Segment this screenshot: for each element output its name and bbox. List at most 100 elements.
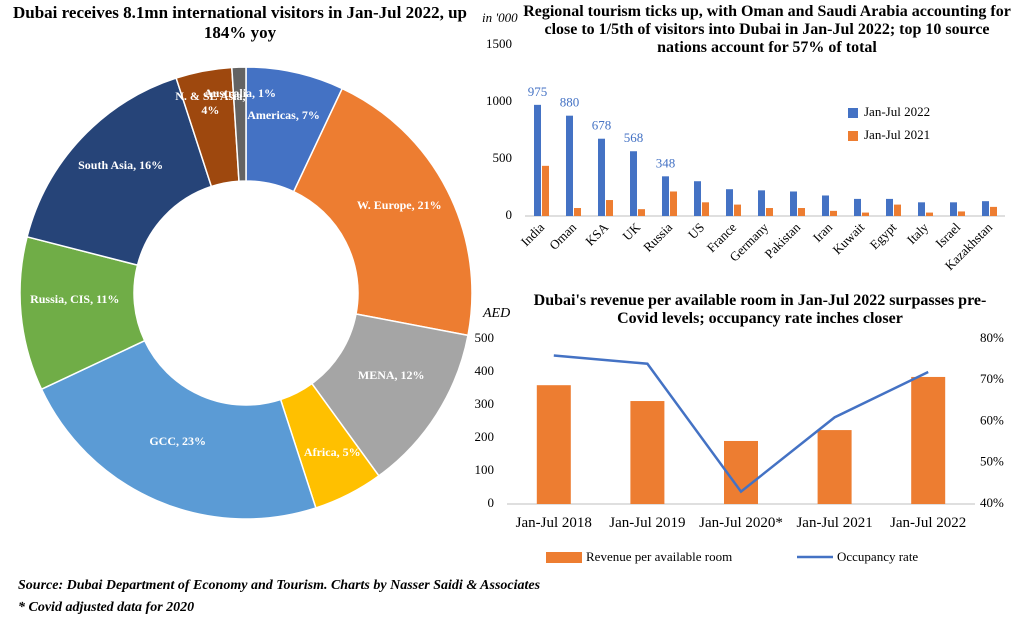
x-tick-label: Jan-Jul 2019 xyxy=(609,515,686,531)
chart-title: Dubai's revenue per available room in Ja… xyxy=(533,292,987,327)
value-label: 880 xyxy=(560,95,580,110)
footer-source: Source: Dubai Department of Economy and … xyxy=(18,578,541,593)
donut-slice xyxy=(231,66,247,183)
y-tick-label: 1500 xyxy=(486,36,512,51)
bar xyxy=(854,198,861,216)
y-tick-label: 0 xyxy=(506,207,513,222)
bar xyxy=(950,202,957,216)
value-label: 678 xyxy=(592,118,612,133)
y-tick-label: 300 xyxy=(475,396,495,411)
bar xyxy=(822,195,829,216)
bar xyxy=(534,104,541,216)
bar xyxy=(662,176,669,216)
x-tick-label: Jan-Jul 2018 xyxy=(515,515,592,531)
y2-tick-label: 40% xyxy=(980,495,1004,510)
bar xyxy=(566,115,573,216)
slice-label: Africa, 5% xyxy=(303,445,361,460)
y2-tick-label: 70% xyxy=(980,371,1004,386)
bar xyxy=(598,138,605,216)
x-tick-label: UK xyxy=(619,219,643,243)
legend-label: Jan-Jul 2021 xyxy=(864,127,930,142)
bar xyxy=(790,191,797,216)
legend-swatch xyxy=(546,552,582,563)
y2-tick-label: 50% xyxy=(980,454,1004,469)
bar xyxy=(982,201,989,216)
slice-label: MENA, 12% xyxy=(357,368,425,383)
bar xyxy=(911,376,946,504)
donut-slice xyxy=(292,87,473,337)
y-tick-label: 200 xyxy=(475,429,495,444)
y-axis-unit: AED xyxy=(483,306,511,321)
slice-label: Russia, CIS, 11% xyxy=(30,292,120,307)
bar xyxy=(862,212,869,216)
x-tick-label: KSA xyxy=(582,219,611,248)
legend-swatch xyxy=(848,108,858,118)
slice-label: GCC, 23% xyxy=(149,433,207,448)
bar xyxy=(702,202,709,216)
chart-title: Dubai receives 8.1mn international visit… xyxy=(13,3,467,42)
bar xyxy=(766,208,773,216)
bar xyxy=(638,209,645,216)
donut-slice xyxy=(26,77,213,267)
bar xyxy=(830,210,837,216)
bar xyxy=(918,202,925,216)
y-tick-label: 100 xyxy=(475,462,495,477)
slice-label: Australia, 1% xyxy=(204,86,277,101)
y2-tick-label: 60% xyxy=(980,412,1004,427)
x-tick-label: Italy xyxy=(904,219,932,247)
bar xyxy=(606,200,613,216)
bar xyxy=(694,181,701,216)
value-label: 975 xyxy=(528,84,548,99)
legend-label: Revenue per available room xyxy=(586,549,732,564)
value-label: 348 xyxy=(656,155,676,170)
chart-title: Regional tourism ticks up, with Oman and… xyxy=(523,3,1011,56)
x-tick-label: Iran xyxy=(810,219,836,245)
bar xyxy=(542,165,549,216)
x-tick-label: Russia xyxy=(640,219,675,254)
bar xyxy=(724,440,758,504)
legend-label: Jan-Jul 2022 xyxy=(864,104,930,119)
y-tick-label: 500 xyxy=(493,150,513,165)
x-tick-label: India xyxy=(518,219,548,249)
bar xyxy=(798,208,805,216)
y-tick-label: 400 xyxy=(475,363,495,378)
value-label: 568 xyxy=(624,130,644,145)
bar xyxy=(886,198,893,216)
slice-label: W. Europe, 21% xyxy=(356,197,442,212)
x-tick-label: US xyxy=(685,220,707,242)
bar xyxy=(574,208,581,216)
bar xyxy=(726,189,733,216)
slice-label: N. & SE Asia, 4% xyxy=(175,89,246,118)
bar xyxy=(926,212,933,216)
y-tick-label: 0 xyxy=(488,495,495,510)
bar xyxy=(990,206,997,216)
bar xyxy=(670,191,677,216)
x-tick-label: Egypt xyxy=(867,219,900,252)
y-axis-unit: in '000 xyxy=(482,10,518,25)
x-tick-label: Jan-Jul 2021 xyxy=(796,515,873,531)
donut-slice xyxy=(40,339,317,520)
x-tick-label: Pakistan xyxy=(761,219,803,261)
bar xyxy=(758,190,765,216)
legend-label: Occupancy rate xyxy=(837,549,918,564)
bar xyxy=(630,401,665,504)
slice-label: South Asia, 16% xyxy=(78,158,164,173)
footer-note: * Covid adjusted data for 2020 xyxy=(18,600,195,615)
x-tick-label: Jan-Jul 2022 xyxy=(890,515,967,531)
bar xyxy=(630,151,637,216)
bar xyxy=(817,430,852,504)
slice-label: Americas, 7% xyxy=(247,108,320,123)
bar xyxy=(536,385,571,504)
x-tick-label: Oman xyxy=(546,219,579,252)
line xyxy=(553,354,929,494)
x-tick-label: Jan-Jul 2020* xyxy=(699,515,783,531)
bar xyxy=(894,204,901,216)
bar xyxy=(734,204,741,216)
y-tick-label: 500 xyxy=(475,330,495,345)
y2-tick-label: 80% xyxy=(980,330,1004,345)
y-tick-label: 1000 xyxy=(486,93,512,108)
legend-swatch xyxy=(848,131,858,141)
bar xyxy=(958,211,965,216)
